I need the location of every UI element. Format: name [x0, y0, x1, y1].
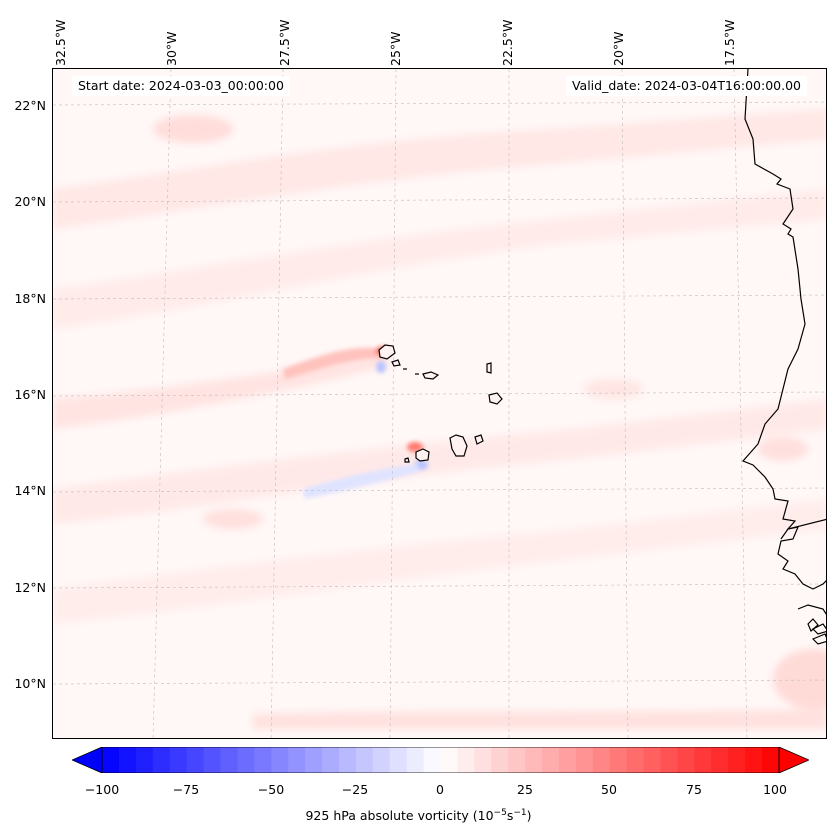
colorbar-tick-neg75: −75	[172, 782, 200, 797]
vorticity-streaks	[53, 109, 826, 729]
colorbar-cell	[609, 747, 628, 773]
colorbar-min-extend	[72, 747, 103, 773]
lon-label-22-5w: 22.5°W	[500, 19, 515, 66]
colorbar-cell	[135, 747, 154, 773]
colorbar-cell	[457, 747, 475, 773]
colorbar-cell	[694, 747, 712, 773]
island-wake-features	[283, 346, 428, 499]
colorbar-label-exp2: −1	[513, 808, 527, 818]
lon-label-20w: 20°W	[611, 31, 626, 66]
colorbar-cell	[372, 747, 391, 773]
colorbar-cell	[440, 747, 458, 773]
colorbar-cell	[406, 747, 425, 773]
lat-label-10n: 10°N	[14, 676, 46, 691]
colorbar-cell	[508, 747, 526, 773]
colorbar-tick-neg50: −50	[257, 782, 285, 797]
colorbar-cell	[288, 747, 306, 773]
map-panel[interactable]	[52, 68, 827, 739]
colorbar-tick-neg25: −25	[341, 782, 369, 797]
colorbar-outline	[101, 747, 780, 773]
colorbar-cell	[660, 747, 678, 773]
lon-label-32-5w: 32.5°W	[53, 19, 68, 66]
colorbar-cell	[677, 747, 695, 773]
colorbar-tick-25: 25	[517, 782, 533, 797]
colorbar-cell	[745, 747, 763, 773]
colorbar-cell	[592, 747, 611, 773]
lat-label-12n: 12°N	[14, 580, 46, 595]
colorbar-cell	[474, 747, 492, 773]
colorbar-cell	[728, 747, 746, 773]
colorbar-cell	[237, 747, 255, 773]
colorbar-cell	[558, 747, 577, 773]
colorbar-cell	[643, 747, 662, 773]
colorbar-cell	[338, 747, 357, 773]
lat-label-20n: 20°N	[14, 194, 46, 209]
colorbar-cell	[711, 747, 729, 773]
colorbar-cell	[271, 747, 289, 773]
cape-verde-islands	[378, 344, 503, 463]
colorbar-cell	[491, 747, 509, 773]
lat-label-22n: 22°N	[14, 98, 46, 113]
colorbar-label-exp1: −5	[493, 808, 507, 818]
colorbar-cell	[525, 747, 543, 773]
valid-date-label: Valid_date: 2024-03-04T16:00:00.00	[565, 76, 807, 96]
colorbar-cell	[169, 747, 188, 773]
colorbar-cell	[626, 747, 645, 773]
colorbar-label-prefix: 925 hPa absolute vorticity (10	[305, 808, 494, 824]
gridlines	[53, 69, 826, 738]
colorbar-label-mid: s	[506, 808, 514, 824]
vorticity-field	[53, 69, 826, 738]
colorbar-label-suffix: )	[526, 808, 532, 824]
start-date-label: Start date: 2024-03-03_00:00:00	[72, 76, 290, 96]
colorbar	[72, 747, 809, 773]
colorbar-tick-neg100: −100	[84, 782, 120, 797]
colorbar-cell	[186, 747, 205, 773]
colorbar-tick-100: 100	[763, 782, 787, 797]
lat-label-18n: 18°N	[14, 291, 46, 306]
colorbar-max-extend	[778, 747, 809, 773]
lon-label-17-5w: 17.5°W	[722, 19, 737, 66]
colorbar-cell	[542, 747, 560, 773]
colorbar-cell	[423, 747, 441, 773]
lon-label-30w: 30°W	[164, 31, 179, 66]
colorbar-label: 925 hPa absolute vorticity (10−5s−1)	[0, 808, 837, 823]
colorbar-cell	[322, 747, 340, 773]
lon-label-27-5w: 27.5°W	[277, 19, 292, 66]
colorbar-cell	[389, 747, 408, 773]
colorbar-cell	[102, 747, 120, 773]
colorbar-tick-50: 50	[601, 782, 617, 797]
lon-label-25w: 25°W	[388, 31, 403, 66]
colorbar-tick-75: 75	[686, 782, 702, 797]
colorbar-cell	[152, 747, 171, 773]
colorbar-tick-0: 0	[436, 782, 444, 797]
colorbar-cell	[118, 747, 137, 773]
colorbar-cell	[220, 747, 238, 773]
colorbar-cell	[762, 747, 780, 773]
colorbar-cell	[203, 747, 221, 773]
lat-label-14n: 14°N	[14, 483, 46, 498]
colorbar-cell	[305, 747, 323, 773]
colorbar-cell	[575, 747, 594, 773]
colorbar-cell	[355, 747, 374, 773]
colorbar-cells	[102, 747, 780, 773]
lat-label-16n: 16°N	[14, 387, 46, 402]
coastline	[741, 69, 826, 645]
colorbar-cell	[254, 747, 272, 773]
